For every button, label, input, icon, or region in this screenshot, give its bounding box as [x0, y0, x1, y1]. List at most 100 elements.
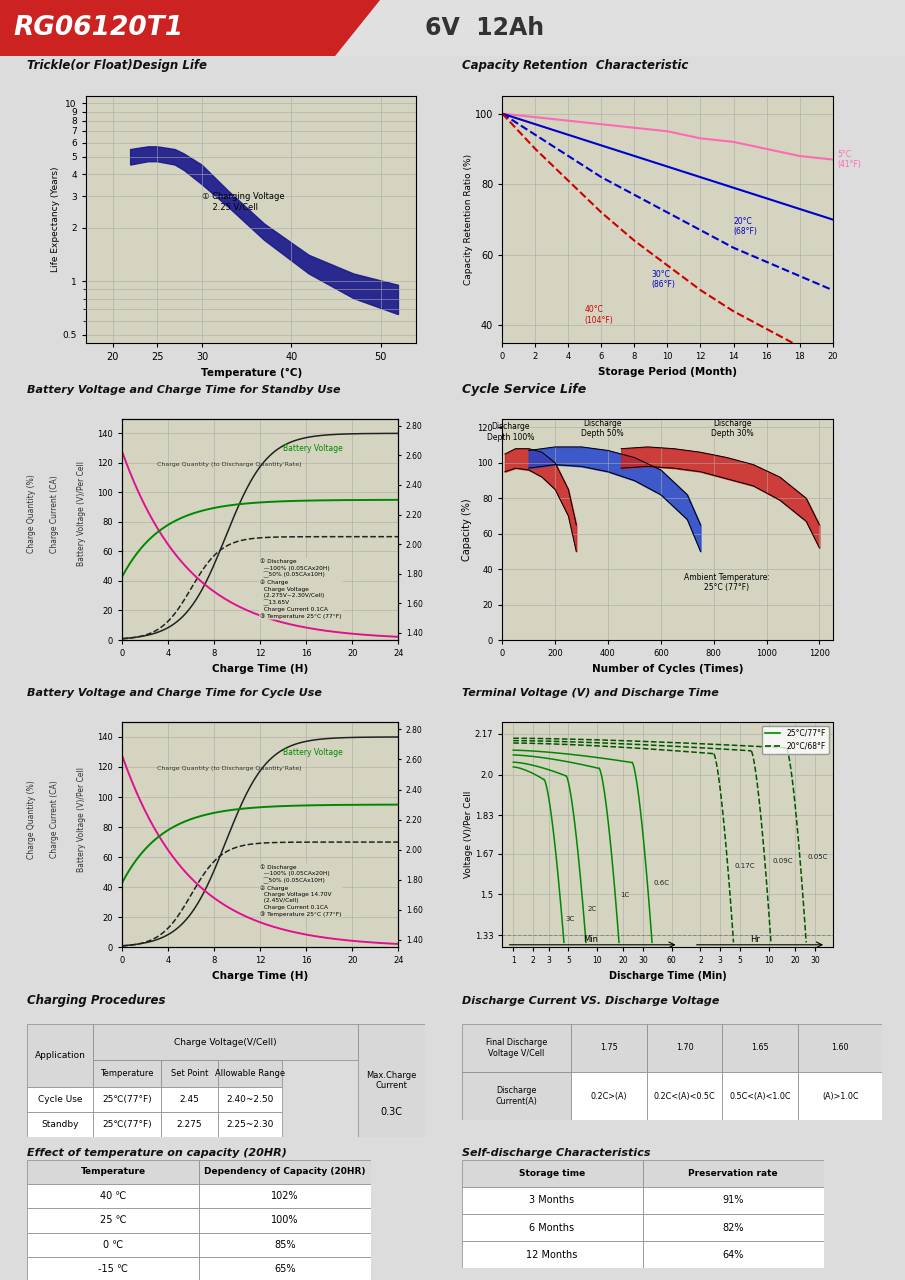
Text: Terminal Voltage (V) and Discharge Time: Terminal Voltage (V) and Discharge Time — [462, 689, 719, 699]
Text: 0.09C: 0.09C — [772, 859, 793, 864]
Text: 2.25~2.30: 2.25~2.30 — [226, 1120, 274, 1129]
Text: Discharge
Depth 50%: Discharge Depth 50% — [581, 419, 624, 438]
Y-axis label: Life Expectancy (Years): Life Expectancy (Years) — [51, 166, 60, 273]
Text: 40 ℃: 40 ℃ — [100, 1192, 127, 1201]
Bar — [643, 1213, 824, 1242]
Bar — [462, 1242, 643, 1268]
Text: 6V  12Ah: 6V 12Ah — [425, 17, 545, 40]
Text: 6 Months: 6 Months — [529, 1222, 575, 1233]
Text: Discharge
Current(A): Discharge Current(A) — [495, 1087, 538, 1106]
Polygon shape — [0, 0, 380, 56]
Text: Discharge Current VS. Discharge Voltage: Discharge Current VS. Discharge Voltage — [462, 996, 719, 1006]
Text: Allowable Range: Allowable Range — [215, 1069, 285, 1078]
Text: Charge Current (CA): Charge Current (CA) — [50, 475, 59, 553]
Text: 25 ℃: 25 ℃ — [100, 1216, 127, 1225]
Text: Charge Voltage(V/Cell): Charge Voltage(V/Cell) — [174, 1038, 277, 1047]
Bar — [160, 1060, 218, 1087]
Bar — [571, 1024, 647, 1073]
Bar — [643, 1242, 824, 1268]
Bar — [722, 1024, 798, 1073]
Text: 0 ℃: 0 ℃ — [103, 1240, 123, 1249]
Text: Min: Min — [583, 934, 598, 943]
Polygon shape — [130, 147, 398, 315]
Text: Trickle(or Float)Design Life: Trickle(or Float)Design Life — [27, 59, 207, 72]
Bar — [27, 1184, 199, 1208]
Text: Final Discharge
Voltage V/Cell: Final Discharge Voltage V/Cell — [486, 1038, 547, 1057]
Text: Standby: Standby — [42, 1120, 79, 1129]
Text: Temperature: Temperature — [81, 1167, 146, 1176]
Text: 65%: 65% — [274, 1265, 296, 1274]
Bar — [27, 1160, 199, 1184]
Text: 25℃(77°F): 25℃(77°F) — [102, 1120, 151, 1129]
Text: 0.3C: 0.3C — [380, 1107, 403, 1117]
Bar — [27, 1087, 93, 1112]
Text: Application: Application — [34, 1051, 85, 1060]
Text: Cycle Use: Cycle Use — [38, 1094, 82, 1103]
Bar — [462, 1187, 643, 1213]
Text: Temperature: Temperature — [100, 1069, 154, 1078]
Text: Effect of temperature on capacity (20HR): Effect of temperature on capacity (20HR) — [27, 1148, 287, 1158]
Bar — [93, 1024, 357, 1060]
Bar — [199, 1257, 371, 1280]
X-axis label: Number of Cycles (Times): Number of Cycles (Times) — [592, 663, 743, 673]
Bar — [93, 1060, 160, 1087]
Bar — [647, 1024, 722, 1073]
Bar — [199, 1160, 371, 1184]
Bar — [160, 1087, 218, 1112]
Bar — [218, 1087, 282, 1112]
Text: Discharge
Depth 100%: Discharge Depth 100% — [487, 422, 534, 442]
Text: 0.5C<(A)<1.0C: 0.5C<(A)<1.0C — [729, 1092, 791, 1101]
Text: Dependency of Capacity (20HR): Dependency of Capacity (20HR) — [205, 1167, 366, 1176]
Text: -15 ℃: -15 ℃ — [98, 1265, 129, 1274]
Bar — [199, 1184, 371, 1208]
X-axis label: Charge Time (H): Charge Time (H) — [212, 663, 309, 673]
Text: 30°C
(86°F): 30°C (86°F) — [651, 270, 675, 289]
Bar — [798, 1073, 882, 1120]
Text: 0.2C<(A)<0.5C: 0.2C<(A)<0.5C — [653, 1092, 715, 1101]
Text: 1.75: 1.75 — [600, 1043, 618, 1052]
Text: 82%: 82% — [722, 1222, 744, 1233]
Legend: 25°C/77°F, 20°C/68°F: 25°C/77°F, 20°C/68°F — [762, 726, 829, 754]
Text: 1.60: 1.60 — [832, 1043, 849, 1052]
Bar — [462, 1073, 571, 1120]
Text: 3C: 3C — [565, 915, 575, 922]
Bar — [722, 1073, 798, 1120]
Text: 5°C
(41°F): 5°C (41°F) — [837, 150, 862, 169]
Text: 0.05C: 0.05C — [807, 854, 828, 860]
Text: Max.Charge
Current: Max.Charge Current — [367, 1070, 416, 1091]
Bar — [27, 1233, 199, 1257]
Text: 1C: 1C — [620, 892, 629, 897]
Bar — [199, 1233, 371, 1257]
Text: Self-discharge Characteristics: Self-discharge Characteristics — [462, 1148, 650, 1158]
Text: Battery Voltage (V)/Per Cell: Battery Voltage (V)/Per Cell — [77, 767, 86, 872]
Text: Battery Voltage (V)/Per Cell: Battery Voltage (V)/Per Cell — [77, 461, 86, 567]
Text: Storage time: Storage time — [519, 1169, 586, 1178]
Bar — [462, 1024, 571, 1073]
X-axis label: Charge Time (H): Charge Time (H) — [212, 970, 309, 980]
Text: 100%: 100% — [272, 1216, 299, 1225]
Text: (A)>1.0C: (A)>1.0C — [822, 1092, 859, 1101]
Bar — [160, 1112, 218, 1137]
Text: Charge Current (CA): Charge Current (CA) — [50, 781, 59, 858]
Text: 0.17C: 0.17C — [735, 863, 755, 869]
Text: Capacity Retention  Characteristic: Capacity Retention Characteristic — [462, 59, 688, 72]
Text: 20°C
(68°F): 20°C (68°F) — [734, 216, 757, 237]
Text: 2.40~2.50: 2.40~2.50 — [226, 1094, 274, 1103]
Bar — [647, 1073, 722, 1120]
Y-axis label: Capacity Retention Ratio (%): Capacity Retention Ratio (%) — [464, 154, 473, 285]
Text: Hr: Hr — [750, 934, 760, 943]
Bar — [27, 1208, 199, 1233]
Text: Charge Quantity (%): Charge Quantity (%) — [27, 780, 36, 859]
Text: ① Discharge
  —100% (0.05CAx20H)
  ⁐50% (0.05CAx10H)
② Charge
  Charge Voltage
 : ① Discharge —100% (0.05CAx20H) ⁐50% (0.0… — [261, 559, 342, 618]
Text: Cycle Service Life: Cycle Service Life — [462, 383, 586, 396]
Text: Charge Quantity (to Discharge Quantity’Rate): Charge Quantity (to Discharge Quantity’R… — [157, 462, 301, 467]
X-axis label: Temperature (°C): Temperature (°C) — [201, 367, 301, 378]
Text: 1.70: 1.70 — [676, 1043, 693, 1052]
Text: 25℃(77°F): 25℃(77°F) — [102, 1094, 151, 1103]
Bar — [93, 1112, 160, 1137]
Bar — [27, 1257, 199, 1280]
Text: 12 Months: 12 Months — [527, 1249, 577, 1260]
X-axis label: Discharge Time (Min): Discharge Time (Min) — [608, 970, 727, 980]
Text: Charge Quantity (to Discharge Quantity’Rate): Charge Quantity (to Discharge Quantity’R… — [157, 765, 301, 771]
Bar — [643, 1160, 824, 1187]
